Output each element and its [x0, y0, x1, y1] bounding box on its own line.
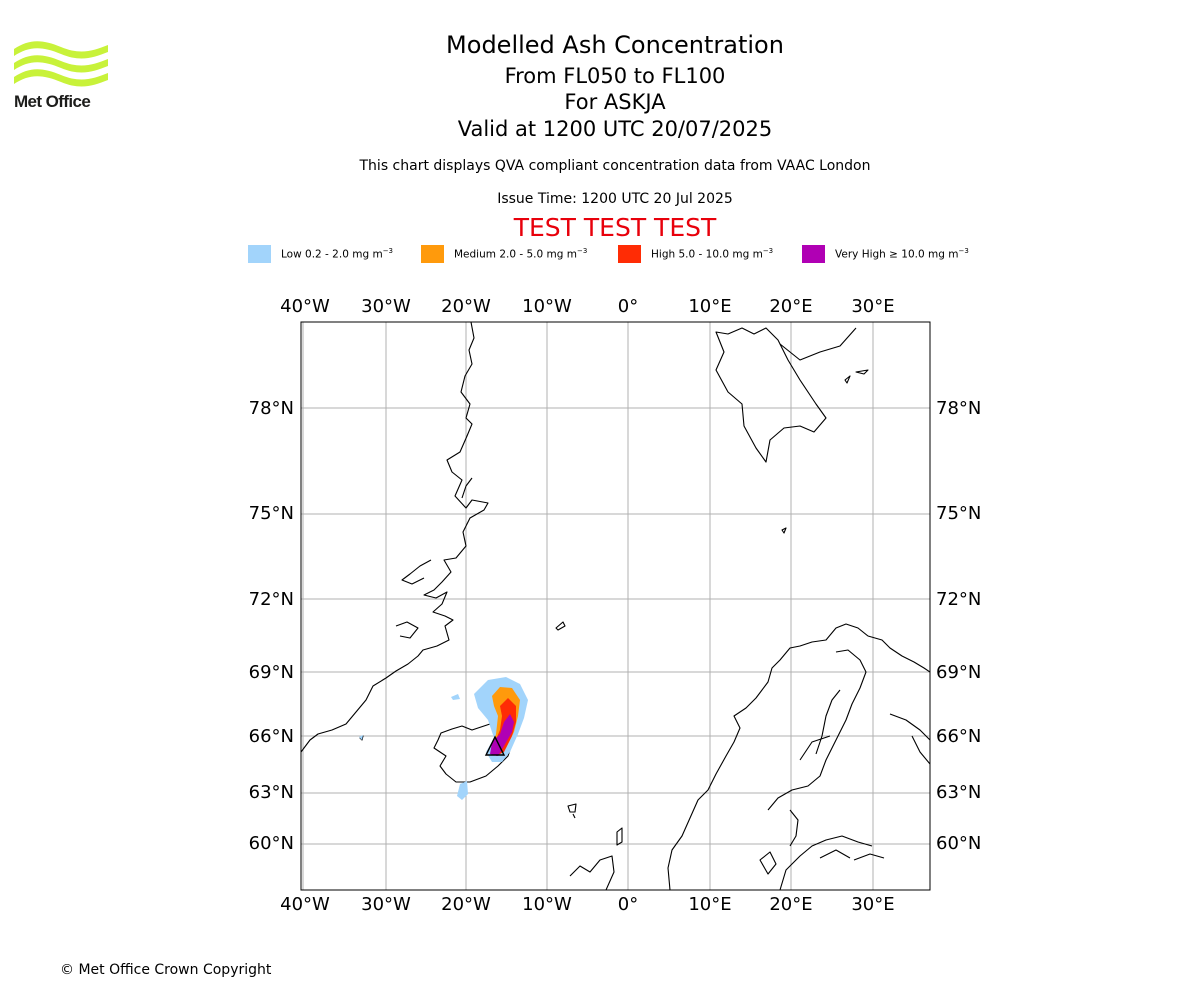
lat-label: 66°N — [249, 726, 294, 747]
volcano-marker — [484, 735, 506, 756]
lon-label: 30°W — [361, 894, 411, 915]
lat-label: 69°N — [249, 662, 294, 683]
lon-label: 20°W — [441, 296, 491, 317]
gridlines — [301, 322, 930, 890]
lon-label: 30°E — [851, 296, 894, 317]
lon-label: 30°E — [851, 894, 894, 915]
right-latitude-labels: 78°N 75°N 72°N 69°N 66°N 63°N 60°N — [936, 398, 981, 854]
lat-label: 63°N — [936, 782, 981, 803]
lat-label: 78°N — [936, 398, 981, 419]
legend-item-high: High 5.0 - 10.0 mg m−3 — [618, 245, 773, 263]
issue-time: Issue Time: 1200 UTC 20 Jul 2025 — [497, 191, 733, 207]
test-banner: TEST TEST TEST — [513, 213, 717, 242]
lat-label: 75°N — [936, 503, 981, 524]
top-longitude-labels: 40°W 30°W 20°W 10°W 0° 10°E 20°E 30°E — [280, 296, 894, 317]
scandinavia-coast — [667, 623, 930, 890]
legend-item-very-high: Very High ≥ 10.0 mg m−3 — [802, 245, 969, 263]
lat-label: 66°N — [936, 726, 981, 747]
met-office-logo-icon — [14, 41, 108, 87]
legend-label-high: High 5.0 - 10.0 mg m−3 — [651, 247, 774, 261]
valid-time: Valid at 1200 UTC 20/07/2025 — [457, 117, 773, 141]
lat-label: 78°N — [249, 398, 294, 419]
svalbard-coast — [715, 327, 827, 463]
volcano-name: For ASKJA — [564, 90, 666, 114]
ash-plume — [359, 677, 528, 800]
legend-swatch-high — [618, 245, 641, 263]
bottom-longitude-labels: 40°W 30°W 20°W 10°W 0° 10°E 20°E 30°E — [280, 894, 894, 915]
lat-label: 75°N — [249, 503, 294, 524]
lat-label: 60°N — [249, 833, 294, 854]
lon-label: 20°W — [441, 894, 491, 915]
lon-label: 40°W — [280, 296, 330, 317]
iceland-coast — [433, 721, 513, 783]
jan-mayen-coast — [555, 621, 566, 631]
legend-label-medium: Medium 2.0 - 5.0 mg m−3 — [454, 247, 588, 261]
lon-label: 10°E — [688, 296, 731, 317]
lon-label: 40°W — [280, 894, 330, 915]
lat-label: 60°N — [936, 833, 981, 854]
ash-zone-very-high — [490, 714, 514, 756]
coastlines — [301, 322, 930, 890]
legend-label-low: Low 0.2 - 2.0 mg m−3 — [281, 247, 394, 261]
legend-item-low: Low 0.2 - 2.0 mg m−3 — [248, 245, 393, 263]
legend-swatch-very-high — [802, 245, 825, 263]
chart-description: This chart displays QVA compliant concen… — [359, 158, 871, 174]
lon-label: 10°W — [522, 296, 572, 317]
legend-swatch-medium — [421, 245, 444, 263]
lat-label: 72°N — [936, 589, 981, 610]
lat-label: 69°N — [936, 662, 981, 683]
lon-label: 30°W — [361, 296, 411, 317]
left-latitude-labels: 78°N 75°N 72°N 69°N 66°N 63°N 60°N — [249, 398, 294, 854]
legend-item-medium: Medium 2.0 - 5.0 mg m−3 — [421, 245, 587, 263]
chart-title: Modelled Ash Concentration — [446, 31, 784, 59]
logo-wordmark: Met Office — [14, 92, 91, 111]
lon-label: 20°E — [769, 894, 812, 915]
map-content — [301, 322, 930, 890]
lon-label: 10°W — [522, 894, 572, 915]
lon-label: 10°E — [688, 894, 731, 915]
lon-label: 20°E — [769, 296, 812, 317]
legend-label-very-high: Very High ≥ 10.0 mg m−3 — [835, 247, 969, 261]
lon-label: 0° — [618, 296, 638, 317]
map-frame — [300, 321, 931, 891]
lon-label: 0° — [618, 894, 638, 915]
legend-swatch-low — [248, 245, 271, 263]
lat-label: 72°N — [249, 589, 294, 610]
greenland-coast — [301, 322, 489, 753]
lat-label: 63°N — [249, 782, 294, 803]
copyright-notice: © Met Office Crown Copyright — [60, 962, 272, 978]
flight-level-range: From FL050 to FL100 — [504, 64, 726, 88]
